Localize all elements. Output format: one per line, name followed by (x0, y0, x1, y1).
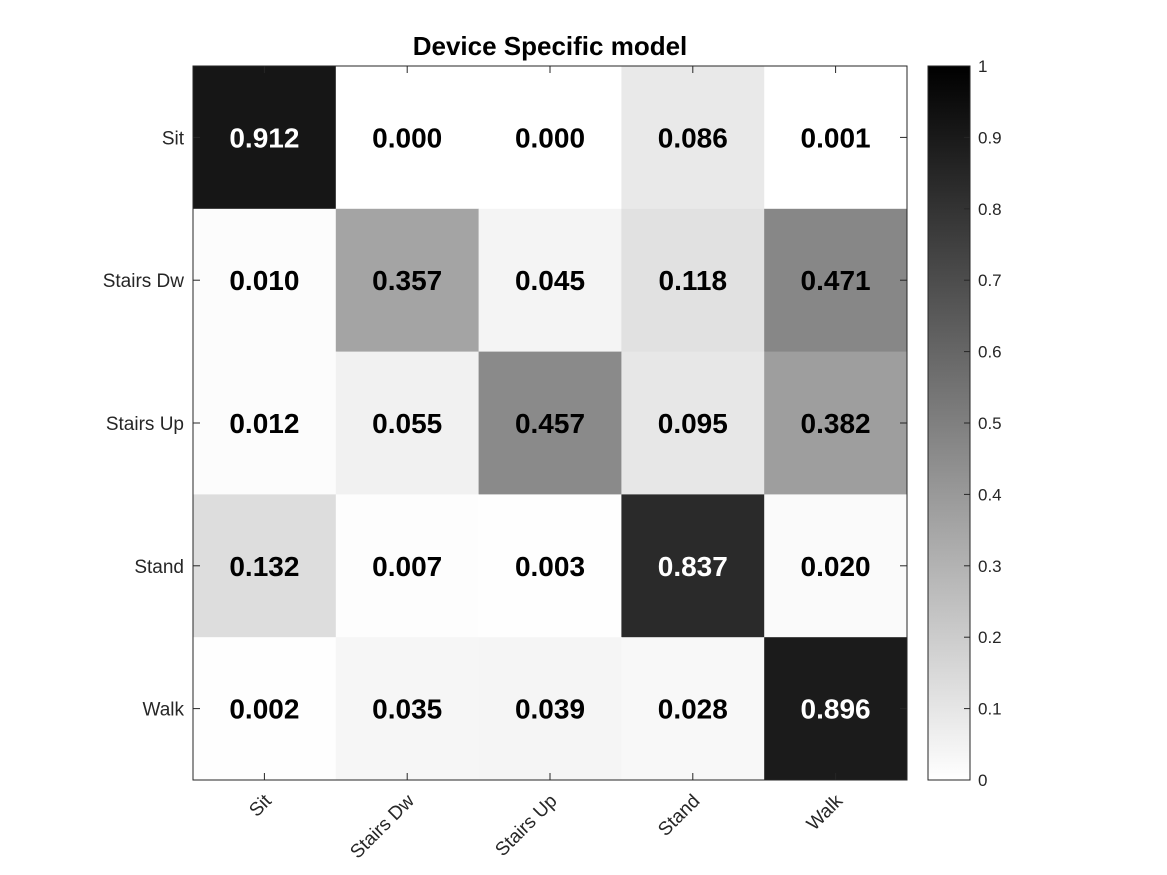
cell-value-label: 0.000 (372, 122, 442, 153)
colorbar-ticks: 0 0.1 0.2 0.3 0.4 0.5 0.6 0.7 0.8 0.9 1 (964, 57, 1002, 790)
x-tick-label: Sit (245, 790, 276, 821)
heatmap-cell (193, 351, 337, 495)
cell-value-label: 0.118 (659, 265, 728, 296)
cell-value-label: 0.010 (229, 265, 299, 296)
colorbar-tick-label: 1 (978, 57, 987, 76)
heatmap-cell (193, 66, 337, 210)
cell-value-label: 0.001 (801, 122, 871, 153)
heatmap-cell (478, 208, 622, 353)
chart-title: Device Specific model (413, 31, 688, 61)
y-tick-label: Walk (142, 700, 184, 721)
x-tick-label: Stairs Dw (346, 790, 419, 863)
heatmap-cell (764, 66, 908, 210)
heatmap-cell (764, 494, 908, 638)
cell-value-label: 0.020 (801, 551, 871, 582)
cell-value-label: 0.837 (658, 551, 728, 582)
heatmap-cell (478, 637, 622, 781)
heatmap-cell (764, 637, 908, 781)
heatmap-cell (764, 208, 908, 353)
y-tick-label: Stand (134, 557, 184, 578)
heatmap-cell (621, 637, 765, 781)
colorbar-tick-label: 0.2 (978, 628, 1002, 647)
cell-value-label: 0.457 (515, 408, 585, 439)
y-tick-label: Stairs Up (106, 414, 184, 435)
cell-value-label: 0.471 (801, 265, 871, 296)
heatmap-cell (193, 637, 337, 781)
y-tick-label: Stairs Dw (103, 271, 185, 292)
x-tick-label: Stand (654, 791, 704, 841)
heatmap-cell (621, 208, 765, 353)
colorbar-tick-label: 0.1 (978, 700, 1002, 719)
heatmap-cell (621, 351, 765, 495)
heatmap-cell (335, 351, 480, 495)
colorbar-tick-label: 0 (978, 771, 987, 790)
cell-value-label: 0.028 (658, 694, 728, 725)
colorbar-tick-label: 0.3 (978, 557, 1002, 576)
cell-value-label: 0.045 (515, 265, 585, 296)
cell-value-label: 0.912 (229, 122, 299, 153)
y-axis-ticks: Sit Stairs Dw Stairs Up Stand Walk (103, 128, 907, 721)
cell-value-label: 0.896 (801, 694, 871, 725)
cell-value-label: 0.357 (372, 265, 442, 296)
cell-value-label: 0.000 (515, 122, 585, 153)
colorbar-tick-label: 0.5 (978, 414, 1002, 433)
cell-value-label: 0.039 (515, 694, 585, 725)
x-tick-label: Walk (803, 790, 848, 835)
heatmap-cell (335, 494, 480, 638)
cell-value-label: 0.086 (658, 122, 728, 153)
colorbar (927, 65, 971, 781)
heatmap-cell (335, 208, 480, 353)
heatmap-cell (621, 66, 765, 210)
cell-value-label: 0.382 (801, 408, 871, 439)
cell-value-label: 0.055 (372, 408, 442, 439)
y-tick-label: Sit (162, 128, 185, 149)
cell-value-label: 0.007 (372, 551, 442, 582)
colorbar-tick-label: 0.6 (978, 343, 1002, 362)
heatmap-cell (764, 351, 908, 495)
cell-value-label: 0.095 (658, 408, 728, 439)
cell-value-label: 0.012 (229, 408, 299, 439)
heatmap-cell (478, 494, 622, 638)
colorbar-tick-label: 0.9 (978, 128, 1002, 147)
heatmap-cell (193, 208, 337, 353)
cell-value-label: 0.132 (229, 551, 299, 582)
heatmap-cell (478, 351, 622, 495)
cell-value-label: 0.003 (515, 551, 585, 582)
heatmap-cell (193, 494, 337, 638)
cell-value-label: 0.002 (229, 694, 299, 725)
heatmap-cell (335, 637, 480, 781)
colorbar-tick-label: 0.4 (978, 485, 1002, 504)
colorbar-tick-label: 0.7 (978, 271, 1002, 290)
heatmap-cells (193, 66, 908, 781)
cell-value-labels: 0.912 0.000 0.000 0.086 0.001 0.010 0.357 0.045… (229, 122, 870, 724)
cell-value-label: 0.035 (372, 694, 442, 725)
colorbar-tick-label: 0.8 (978, 200, 1002, 219)
heatmap-cell (478, 66, 622, 210)
heatmap-cell (335, 66, 480, 210)
x-tick-label: Stairs Up (491, 791, 561, 861)
heatmap-cell (621, 494, 765, 638)
